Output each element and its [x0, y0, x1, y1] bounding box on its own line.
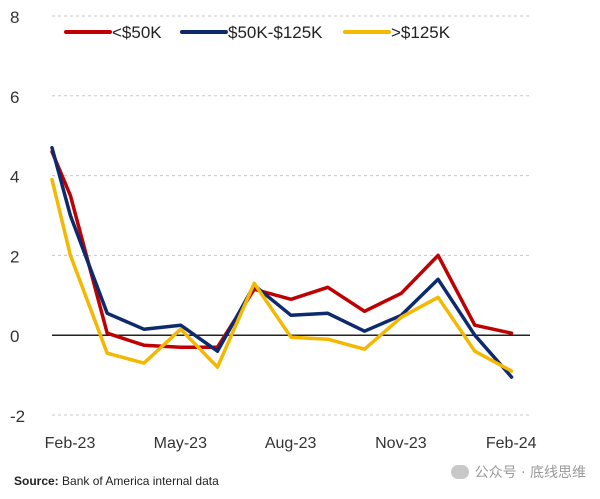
y-tick-label: 8	[10, 8, 19, 27]
series-line-3	[50, 177, 514, 373]
y-tick-label: -2	[10, 407, 25, 426]
watermark: 公众号 · 底线思维	[450, 462, 586, 482]
y-tick-label: 0	[10, 327, 19, 346]
legend-label: $50K-$125K	[228, 23, 323, 42]
y-tick-label: 2	[10, 247, 19, 266]
source-label: Source:	[14, 474, 59, 488]
x-tick-label: Nov-23	[375, 435, 427, 452]
x-tick-label: May-23	[154, 435, 207, 452]
x-tick-label: Feb-24	[486, 435, 537, 452]
source-note: Source: Bank of America internal data	[14, 474, 219, 488]
legend-label: >$125K	[391, 23, 451, 42]
legend-label: <$50K	[112, 23, 162, 42]
source-text: Bank of America internal data	[62, 474, 219, 488]
y-tick-label: 6	[10, 88, 19, 107]
watermark-text: 公众号 · 底线思维	[474, 465, 586, 481]
x-tick-label: Feb-23	[45, 435, 96, 452]
series-line-1	[50, 149, 514, 349]
series-line-2	[50, 145, 514, 379]
x-tick-label: Aug-23	[265, 435, 317, 452]
y-tick-label: 4	[10, 168, 19, 187]
wechat-icon	[450, 465, 469, 479]
